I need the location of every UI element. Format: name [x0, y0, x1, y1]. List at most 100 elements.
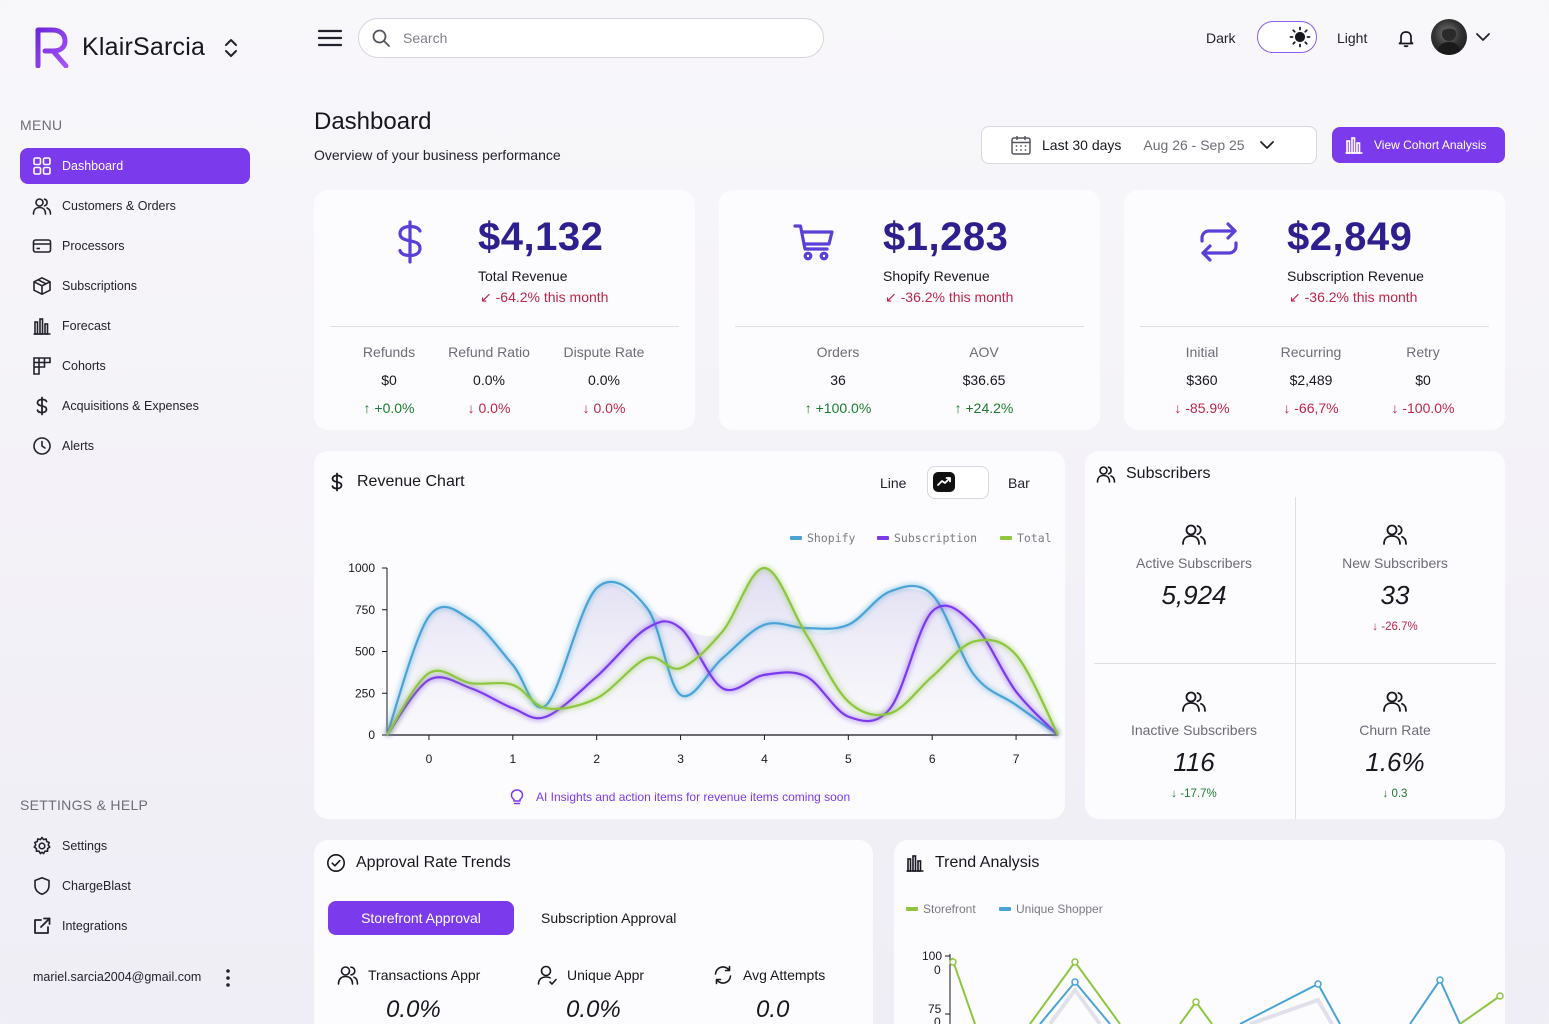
- user-email: mariel.sarcia2004@gmail.com: [33, 970, 202, 984]
- subscriber-stat-change: ↓ -17.7%: [1171, 788, 1217, 800]
- chart-toggle-line-label[interactable]: Line: [880, 475, 907, 491]
- cart-icon: [793, 224, 834, 261]
- kpi-label: Subscription Revenue: [1287, 268, 1424, 284]
- refresh-icon: [714, 965, 732, 985]
- menu-icon[interactable]: [316, 26, 344, 50]
- sidebar-item-customers-orders[interactable]: Customers & Orders: [20, 188, 250, 224]
- subscriber-stat-value: 33: [1380, 580, 1410, 610]
- sidebar-item-subscriptions[interactable]: Subscriptions: [20, 268, 250, 304]
- sidebar-item-label: Settings: [62, 839, 108, 853]
- legend-item-unique-shopper: Unique Shopper: [999, 902, 1103, 916]
- stat-retry: Retry $0 ↓ -100.0%: [1368, 344, 1478, 416]
- brand[interactable]: KlairSarcia: [34, 26, 205, 68]
- kpi-value: $4,132: [478, 215, 604, 259]
- more-vertical-icon[interactable]: [222, 966, 234, 990]
- subscriber-stat-new: New Subscribers 33 ↓ -26.7%: [1295, 522, 1495, 633]
- data-point: [1436, 976, 1444, 984]
- sidebar-item-alerts[interactable]: Alerts: [20, 428, 250, 464]
- sidebar-item-settings[interactable]: Settings: [20, 828, 250, 864]
- chart-type-toggle[interactable]: [927, 466, 989, 499]
- dollar-icon: [331, 472, 343, 492]
- avatar[interactable]: [1431, 19, 1467, 55]
- kpi-value: $1,283: [883, 215, 1009, 259]
- search-input[interactable]: [403, 30, 803, 46]
- stat-name: Retry: [1406, 344, 1440, 360]
- users-icon: [1383, 691, 1407, 712]
- divider: [1140, 326, 1489, 327]
- dollar-icon: [398, 220, 422, 264]
- arrow-down-left-icon: ↙: [885, 289, 901, 305]
- subscriber-stat-name: New Subscribers: [1342, 555, 1448, 571]
- check-circle-icon: [327, 854, 345, 872]
- trend-analysis-card: [894, 840, 1505, 1024]
- stat-name: Recurring: [1280, 344, 1342, 360]
- data-point: [1071, 978, 1079, 986]
- sidebar-item-acquisitions-expenses[interactable]: Acquisitions & Expenses: [20, 388, 250, 424]
- stat-name: Initial: [1185, 344, 1219, 360]
- sidebar-item-forecast[interactable]: Forecast: [20, 308, 250, 344]
- legend-swatch: [999, 907, 1011, 911]
- sidebar-item-label: Dashboard: [62, 159, 124, 173]
- bar-chart-icon: [1345, 137, 1363, 154]
- sidebar-item-integrations[interactable]: Integrations: [20, 908, 250, 944]
- unique-shopper-line: [1409, 977, 1461, 1024]
- stat-change: ↓ -85.9%: [1174, 400, 1230, 416]
- legend-swatch: [906, 907, 918, 911]
- gear-icon: [33, 836, 51, 855]
- stat-name: Orders: [816, 344, 860, 360]
- subscriber-stat-inactive: Inactive Subscribers 116 ↓ -17.7%: [1094, 689, 1294, 800]
- stat-change-text: 0.0%: [593, 400, 626, 416]
- date-range-dates: Aug 26 - Sep 25: [1143, 137, 1245, 153]
- users-icon: [1182, 691, 1206, 712]
- credit-card-icon: [32, 239, 52, 253]
- y-tick-label: 100: [922, 949, 942, 963]
- main-nav: Dashboard Customers & Orders Processors …: [20, 148, 250, 468]
- kpi-change: ↙ -64.2% this month: [480, 289, 608, 306]
- trending-up-icon: [937, 477, 951, 486]
- approval-metric-name: Transactions Appr: [368, 967, 481, 983]
- legend-label: Unique Shopper: [1016, 902, 1103, 916]
- legend-swatch: [1000, 536, 1012, 540]
- stat-change: ↑ +100.0%: [804, 400, 872, 416]
- tab-storefront-approval[interactable]: Storefront Approval: [328, 901, 514, 935]
- legend-item-shopify: Shopify: [790, 531, 855, 545]
- sidebar-item-chargeblast[interactable]: ChargeBlast: [20, 868, 250, 904]
- approval-rate-title-text: Approval Rate Trends: [356, 854, 511, 871]
- y-tick-label: 750: [355, 603, 375, 617]
- sidebar-item-label: ChargeBlast: [62, 879, 131, 893]
- divider: [330, 326, 679, 327]
- toggle-knob: [933, 472, 955, 492]
- kpi-card-total-revenue: [314, 190, 695, 430]
- stat-value: $360: [1186, 372, 1218, 388]
- x-tick-label: 3: [677, 752, 684, 766]
- unique-shopper-line: [1239, 982, 1341, 1024]
- sidebar-item-label: Acquisitions & Expenses: [62, 399, 199, 413]
- sidebar-item-processors[interactable]: Processors: [20, 228, 250, 264]
- x-tick-label: 1: [509, 752, 516, 766]
- theme-toggle[interactable]: [1257, 21, 1317, 53]
- subscriber-stat-churn: Churn Rate 1.6% ↓ 0.3: [1295, 689, 1495, 800]
- ai-insights-text: AI Insights and action items for revenue…: [536, 790, 851, 804]
- stat-refunds: Refunds $0 ↑ +0.0%: [334, 344, 444, 416]
- chart-toggle-bar-label[interactable]: Bar: [1008, 475, 1030, 491]
- subscriber-stat-change-text: 0.3: [1391, 788, 1408, 800]
- date-range-picker[interactable]: Last 30 days Aug 26 - Sep 25: [981, 126, 1317, 164]
- stat-change-text: 0.0%: [478, 400, 511, 416]
- stat-value: 36: [830, 372, 846, 388]
- kpi-change: ↙ -36.2% this month: [885, 289, 1013, 306]
- tab-subscription-approval[interactable]: Subscription Approval: [541, 910, 677, 926]
- chevron-down-icon[interactable]: [1475, 30, 1491, 44]
- data-point: [949, 958, 957, 966]
- view-cohort-analysis-button[interactable]: View Cohort Analysis: [1332, 127, 1505, 163]
- chevron-down-icon: [1259, 141, 1274, 149]
- chevron-up-down-icon[interactable]: [222, 36, 240, 60]
- external-link-icon: [34, 917, 51, 934]
- kpi-label: Total Revenue: [478, 268, 568, 284]
- date-range-label: Last 30 days: [1042, 137, 1122, 153]
- sidebar-item-cohorts[interactable]: Cohorts: [20, 348, 250, 384]
- stat-change: ↓ 0.0%: [582, 400, 626, 416]
- stat-change: ↓ 0.0%: [467, 400, 511, 416]
- bell-icon[interactable]: [1396, 28, 1416, 48]
- sidebar-item-dashboard[interactable]: Dashboard: [20, 148, 250, 184]
- kpi-value: $2,849: [1287, 215, 1413, 259]
